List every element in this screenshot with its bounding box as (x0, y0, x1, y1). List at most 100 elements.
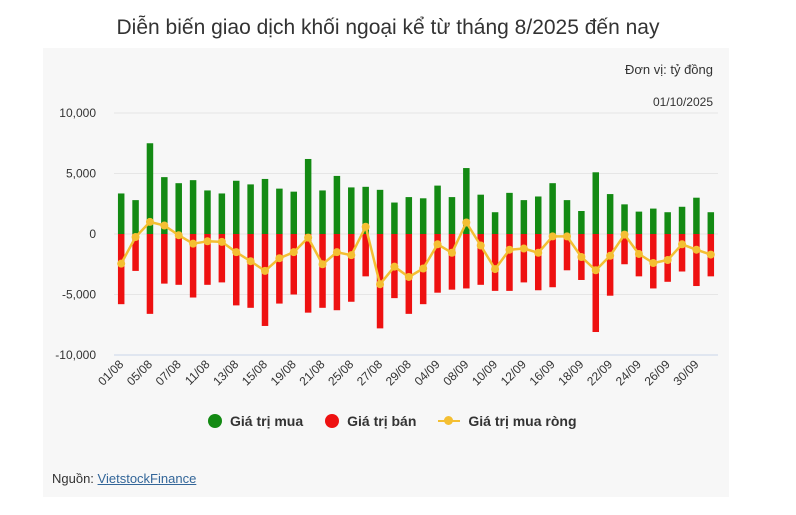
legend-net-label: Giá trị mua ròng (468, 413, 577, 429)
buy-bar (563, 200, 571, 234)
buy-bar (520, 200, 528, 234)
buy-bar (391, 202, 398, 234)
net-point (117, 259, 126, 268)
buy-bar (491, 212, 499, 234)
x-tick-label: 13/08 (210, 357, 241, 388)
y-tick-label: -5,000 (62, 288, 96, 302)
x-tick-label: 25/08 (325, 357, 356, 388)
x-tick-label: 19/08 (268, 357, 299, 388)
x-tick-label: 05/08 (124, 357, 155, 388)
buy-bar (678, 206, 686, 234)
x-tick-label: 30/09 (670, 357, 701, 388)
chart-legend: Giá trị mua Giá trị bán Giá trị mua ròng (208, 413, 577, 429)
sell-bar (506, 234, 513, 291)
sell-bar (434, 234, 441, 293)
x-tick-label: 16/09 (527, 357, 558, 388)
buy-bar (276, 188, 283, 234)
net-point (160, 221, 169, 230)
net-point (361, 222, 370, 231)
sell-bar (491, 234, 499, 291)
x-tick-label: 01/08 (95, 357, 126, 388)
buy-bar (304, 158, 312, 234)
net-point (203, 237, 212, 246)
buy-bar (621, 204, 628, 234)
sell-bar (319, 234, 326, 308)
net-point (577, 252, 586, 261)
buy-bar (161, 177, 168, 234)
net-point (606, 251, 615, 260)
net-point (706, 250, 715, 259)
x-tick-label: 18/09 (555, 357, 586, 388)
buy-bar (261, 178, 269, 234)
source-link[interactable]: VietstockFinance (97, 471, 197, 486)
buy-bar (419, 198, 427, 234)
net-point (376, 280, 385, 289)
x-tick-label: 10/09 (469, 357, 500, 388)
buy-bar (232, 180, 240, 234)
legend-net-symbol (438, 414, 461, 428)
buy-bar (290, 191, 298, 234)
net-point (491, 265, 500, 274)
x-tick-label: 04/09 (412, 357, 443, 388)
buy-bar (405, 197, 413, 234)
y-tick-label: -10,000 (55, 348, 96, 362)
sell-bar (232, 234, 240, 306)
sell-bar (678, 234, 686, 272)
buy-bar (606, 194, 614, 234)
sell-bar (621, 234, 628, 265)
y-tick-label: 0 (89, 227, 96, 241)
buy-bar (204, 190, 211, 234)
x-tick-label: 08/09 (440, 357, 471, 388)
sell-bar (247, 234, 254, 308)
net-point (519, 244, 528, 253)
legend-item-buy[interactable]: Giá trị mua (208, 413, 303, 429)
sell-bar (520, 234, 528, 283)
buy-bar (463, 168, 470, 234)
source-prefix: Nguồn: (52, 471, 98, 486)
legend-sell-label: Giá trị bán (347, 413, 417, 429)
sell-bar (132, 234, 139, 271)
sell-bar (563, 234, 571, 271)
buy-bar (333, 175, 341, 234)
net-point (634, 249, 643, 258)
legend-item-sell[interactable]: Giá trị bán (325, 413, 416, 429)
buy-bar (477, 194, 484, 234)
sell-bar (362, 234, 369, 277)
net-point (304, 233, 313, 242)
sell-bar (463, 234, 470, 289)
buy-bar (319, 190, 326, 234)
sell-bar (477, 234, 484, 285)
net-point (620, 230, 629, 239)
sell-bar (534, 234, 542, 291)
x-tick-label: 21/08 (297, 357, 328, 388)
buy-bar (175, 183, 182, 234)
legend-buy-label: Giá trị mua (230, 413, 304, 429)
sell-bar (304, 234, 312, 313)
unit-label: Đơn vị: tỷ đồng (624, 62, 713, 77)
buy-bar (117, 193, 125, 234)
net-point (419, 264, 428, 273)
net-point (404, 272, 413, 281)
net-point (678, 240, 687, 249)
buy-bar (146, 143, 154, 234)
net-point (692, 245, 701, 254)
buy-bar (218, 193, 226, 234)
sell-bar (218, 234, 226, 283)
sell-bar (448, 234, 456, 290)
buy-bar (534, 196, 542, 234)
x-tick-label: 29/08 (383, 357, 414, 388)
buy-bar (362, 186, 369, 234)
legend-item-net[interactable]: Giá trị mua ròng (438, 413, 577, 429)
sell-bar (693, 234, 700, 287)
buy-bar (592, 172, 600, 234)
net-point (534, 248, 543, 257)
buy-bar (348, 187, 355, 234)
net-point (347, 251, 356, 260)
net-point (462, 218, 471, 227)
net-point (174, 231, 183, 240)
net-point (275, 254, 284, 263)
x-tick-label: 11/08 (182, 357, 213, 388)
net-point (318, 260, 327, 269)
date-label: 01/10/2025 (652, 95, 713, 109)
sell-bar (261, 234, 269, 326)
